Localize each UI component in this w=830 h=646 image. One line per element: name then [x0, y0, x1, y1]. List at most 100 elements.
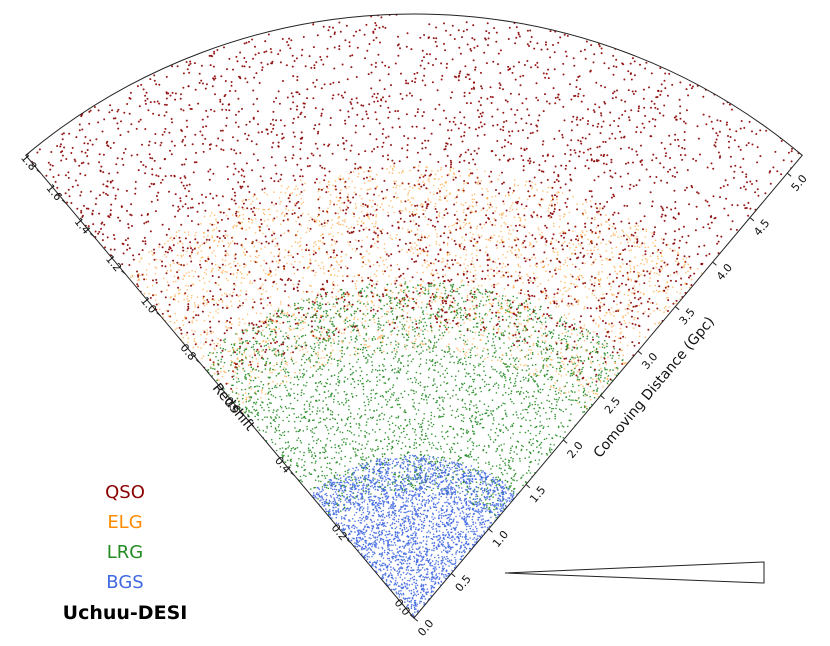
data-point-qso: [658, 112, 661, 115]
data-point-qso: [323, 167, 326, 170]
data-point-elg: [569, 273, 572, 276]
data-point-qso: [275, 97, 278, 100]
data-point-qso: [368, 103, 371, 106]
data-point-elg: [515, 239, 517, 241]
data-point-qso: [466, 28, 468, 31]
data-point-elg: [210, 366, 212, 368]
data-point-qso: [218, 320, 220, 323]
data-point-elg: [363, 255, 365, 258]
data-point-qso: [327, 29, 330, 32]
data-point-qso: [576, 208, 579, 211]
data-point-qso: [319, 154, 321, 157]
data-point-qso: [528, 114, 530, 117]
data-point-elg: [656, 250, 659, 253]
data-point-qso: [660, 141, 663, 144]
data-point-qso: [307, 307, 310, 310]
data-point-elg: [630, 249, 633, 251]
data-point-qso: [197, 275, 200, 278]
data-point-qso: [559, 261, 562, 264]
data-point-qso: [681, 158, 684, 161]
data-point-qso: [728, 140, 730, 143]
data-point-qso: [356, 113, 359, 116]
data-point-qso: [308, 55, 311, 58]
data-point-qso: [428, 303, 431, 306]
data-point-qso: [541, 143, 544, 146]
data-point-qso: [678, 239, 681, 242]
data-point-elg: [264, 393, 267, 395]
data-point-elg: [217, 308, 219, 310]
data-point-qso: [604, 141, 607, 143]
data-point-qso: [557, 174, 560, 176]
data-point-elg: [281, 359, 284, 361]
data-point-elg: [466, 296, 469, 299]
data-point-qso: [192, 171, 195, 174]
data-point-qso: [373, 231, 376, 234]
data-point-qso: [472, 275, 475, 277]
data-point-elg: [628, 299, 631, 302]
data-point-qso: [259, 202, 261, 205]
data-point-elg: [428, 244, 431, 247]
data-point-qso: [194, 238, 197, 241]
data-point-elg: [214, 263, 217, 266]
data-point-qso: [621, 258, 624, 261]
data-point-qso: [710, 221, 713, 224]
data-point-elg: [250, 370, 252, 373]
data-point-elg: [276, 210, 279, 212]
data-point-qso: [345, 208, 348, 211]
data-point-elg: [232, 225, 234, 228]
data-point-elg: [174, 294, 176, 296]
data-point-qso: [201, 310, 204, 313]
data-point-qso: [553, 210, 555, 213]
data-point-qso: [273, 180, 276, 183]
data-point-elg: [510, 224, 512, 227]
data-point-elg: [474, 331, 477, 334]
data-point-elg: [229, 350, 231, 353]
data-point-elg: [145, 274, 148, 276]
data-point-qso: [198, 72, 201, 75]
data-point-qso: [357, 153, 360, 156]
data-point-qso: [382, 25, 384, 28]
data-point-qso: [331, 152, 334, 155]
data-point-elg: [456, 316, 459, 319]
data-point-qso: [719, 155, 722, 158]
data-point-qso: [276, 242, 279, 245]
data-point-qso: [455, 196, 458, 199]
data-point-elg: [512, 229, 514, 231]
data-point-elg: [468, 239, 471, 242]
data-point-qso: [538, 164, 541, 166]
data-point-elg: [320, 357, 323, 359]
data-point-elg: [612, 234, 615, 236]
data-point-qso: [492, 60, 495, 63]
data-point-qso: [149, 78, 152, 81]
data-point-elg: [411, 187, 414, 189]
data-point-qso: [458, 161, 461, 164]
data-point-qso: [599, 255, 602, 258]
data-point-qso: [221, 139, 224, 142]
data-point-qso: [570, 98, 573, 101]
data-point-elg: [522, 246, 524, 248]
data-point-qso: [376, 227, 379, 230]
data-point-elg: [513, 183, 516, 186]
data-point-qso: [409, 215, 411, 217]
data-point-qso: [285, 159, 287, 162]
data-point-qso: [261, 188, 264, 191]
data-point-qso: [220, 75, 223, 78]
data-point-elg: [536, 189, 538, 191]
data-point-qso: [209, 330, 212, 333]
data-point-elg: [368, 217, 371, 220]
data-point-qso: [224, 237, 227, 239]
data-point-elg: [420, 174, 422, 176]
data-point-qso: [631, 245, 634, 248]
data-point-qso: [337, 93, 340, 96]
data-point-elg: [371, 205, 373, 208]
data-point-qso: [643, 215, 646, 218]
data-point-qso: [486, 97, 489, 100]
data-point-elg: [597, 237, 599, 239]
data-point-qso: [769, 170, 772, 173]
data-point-qso: [174, 98, 177, 101]
data-point-qso: [662, 166, 665, 169]
data-point-elg: [508, 194, 511, 197]
data-point-elg: [449, 267, 452, 270]
data-point-elg: [400, 300, 403, 302]
data-point-elg: [675, 260, 677, 263]
